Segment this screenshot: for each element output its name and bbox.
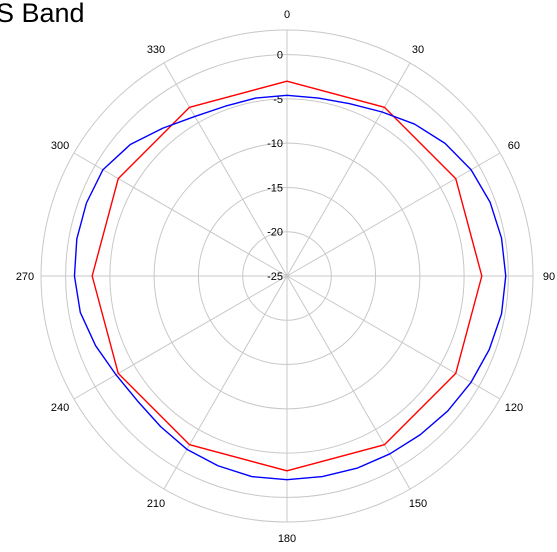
- grid-spoke: [73, 275, 288, 400]
- radial-tick-label: -20: [267, 227, 283, 239]
- grid-spoke: [286, 152, 501, 277]
- radial-tick-label: -15: [267, 182, 283, 194]
- grid-spoke: [163, 62, 288, 277]
- angle-label: 240: [51, 402, 69, 414]
- angle-label: 210: [147, 498, 165, 510]
- angle-label: 300: [51, 140, 69, 152]
- radial-tick-label: -10: [267, 138, 283, 150]
- grid-spoke: [286, 275, 411, 490]
- angle-label: 0: [284, 9, 290, 21]
- grid-spokes: [41, 30, 533, 522]
- angle-label: 270: [16, 271, 34, 283]
- series-line-0: [91, 80, 483, 472]
- grid-spoke: [286, 62, 411, 277]
- angle-label: 150: [409, 498, 427, 510]
- series-group: [73, 80, 507, 481]
- series-line-1: [73, 94, 507, 481]
- angle-label: 120: [505, 402, 523, 414]
- angle-label: 90: [543, 271, 555, 283]
- chart-title: S Band: [0, 0, 85, 28]
- angle-label: 330: [147, 44, 165, 56]
- grid-spoke: [73, 152, 288, 277]
- angle-label: 60: [508, 140, 520, 152]
- angle-labels: 0 30 60 90 120 150 180 210 240 270 300 330: [16, 9, 555, 545]
- radial-tick-label: 0: [277, 50, 283, 62]
- grid-spoke: [286, 275, 501, 400]
- grid-spoke: [163, 275, 288, 490]
- angle-label: 30: [412, 44, 424, 56]
- angle-label: 180: [278, 533, 296, 545]
- radial-tick-label: -25: [267, 271, 283, 283]
- radial-tick-label: -5: [273, 94, 283, 106]
- radial-tick-labels: 0 -5 -10 -15 -20 -25: [267, 50, 283, 283]
